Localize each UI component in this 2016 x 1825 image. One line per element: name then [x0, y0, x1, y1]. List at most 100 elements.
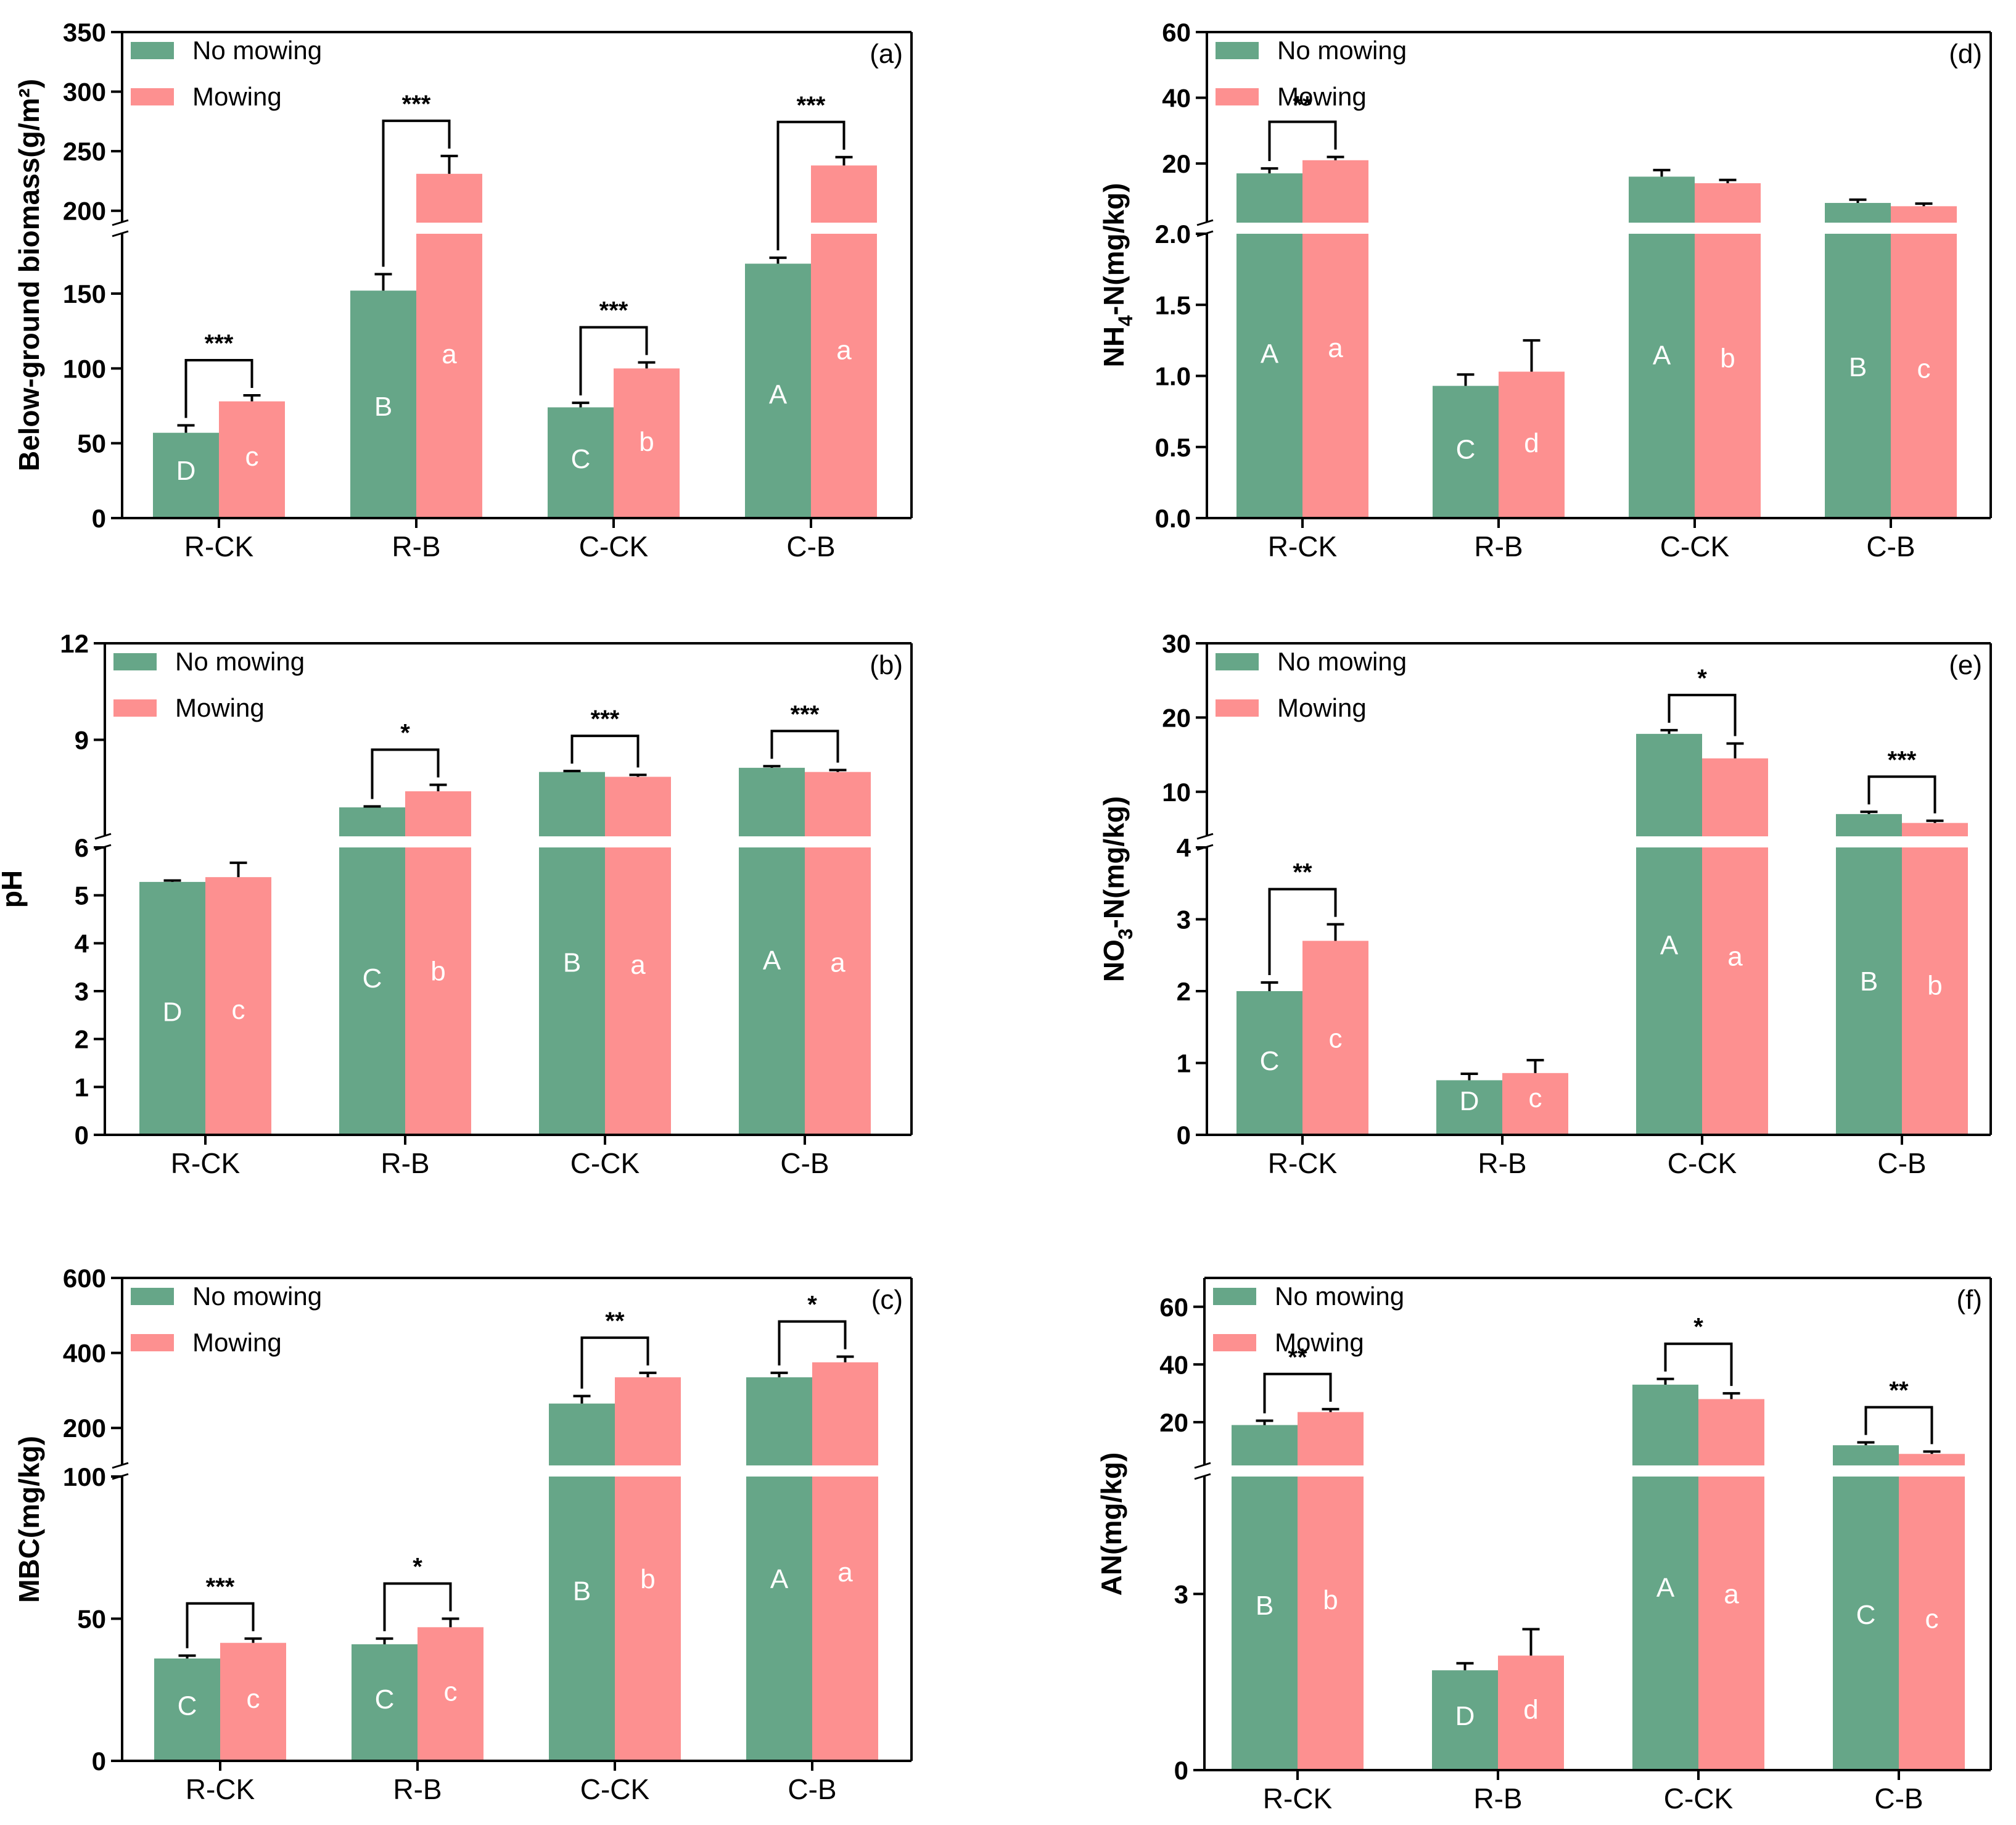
- axis-break-mark: [112, 219, 129, 226]
- significance-letter: D: [163, 997, 183, 1027]
- significance-bracket: [1668, 693, 1737, 736]
- significance-bracket: [383, 1582, 452, 1631]
- bar-mowing-R-B: [1498, 1655, 1564, 1770]
- bar-mowing-C-CK: [1702, 758, 1768, 1135]
- y-tick-label: 3: [75, 977, 89, 1006]
- significance-stars: ***: [402, 91, 431, 118]
- y-axis-title: NH4-N(mg/kg): [1098, 183, 1137, 368]
- y-tick-label: 0: [1174, 1756, 1188, 1785]
- significance-letter: C: [375, 1684, 395, 1715]
- bar-no-mowing-C-CK: [548, 407, 614, 518]
- x-tick-label: C-B: [786, 530, 835, 562]
- y-tick-label: 150: [63, 279, 106, 308]
- significance-bracket: [1263, 1372, 1332, 1414]
- y-tick-label: 10: [1162, 778, 1191, 807]
- legend-label-mowing: Mowing: [192, 82, 282, 111]
- bar-no-mowing-R-B: [352, 1644, 418, 1761]
- significance-bracket: [186, 1602, 255, 1649]
- y-tick-label: 0.0: [1155, 504, 1191, 533]
- legend-label-no-mowing: No mowing: [1275, 1282, 1404, 1311]
- x-tick-label: C-B: [1874, 1782, 1923, 1815]
- x-tick-label: R-CK: [186, 1773, 255, 1805]
- y-axis-title: MBC(mg/kg): [13, 1436, 45, 1603]
- y-tick-label: 1.0: [1155, 362, 1191, 391]
- legend-label-mowing: Mowing: [1277, 82, 1367, 111]
- axis-break-band: [106, 836, 910, 847]
- y-tick-label: 40: [1159, 1350, 1188, 1379]
- legend-label-no-mowing: No mowing: [192, 1282, 322, 1311]
- significance-bracket: [770, 730, 839, 763]
- bar-no-mowing-R-B: [1432, 1670, 1498, 1770]
- axis-break-band: [1208, 223, 1989, 234]
- panel-a: D B C Ac a b a 0 50 100 150 200 250 300 350 R-CK R-B C-CK…: [13, 18, 913, 562]
- y-tick-label: 0: [75, 1121, 89, 1150]
- y-tick-label: 9: [75, 726, 89, 755]
- significance-letter: D: [1455, 1701, 1475, 1731]
- significance-letter: a: [837, 1557, 853, 1588]
- y-tick-label: 250: [63, 137, 106, 166]
- significance-stars: ***: [797, 92, 826, 119]
- significance-letter: D: [1460, 1086, 1479, 1116]
- legend-swatch-mowing: [1216, 699, 1259, 717]
- bar-mowing-C-B: [1902, 823, 1968, 1135]
- legend-label-mowing: Mowing: [1277, 693, 1367, 722]
- y-axis-title-rest: -N(mg/kg): [1098, 796, 1130, 929]
- bar-mowing-C-B: [1899, 1454, 1965, 1770]
- significance-letter: A: [1660, 930, 1679, 960]
- axis-break-mark: [1196, 219, 1214, 226]
- bar-no-mowing-C-B: [739, 767, 805, 1135]
- y-tick-label: 200: [63, 1414, 106, 1443]
- significance-stars: ***: [591, 706, 620, 733]
- bar-mowing-C-B: [805, 772, 871, 1135]
- significance-letter: C: [363, 963, 382, 994]
- legend-swatch-no-mowing: [113, 653, 157, 670]
- significance-letter: c: [1917, 353, 1931, 384]
- y-tick-label: 40: [1162, 84, 1191, 113]
- bar-no-mowing-R-CK: [153, 432, 219, 518]
- significance-letter: b: [430, 956, 445, 986]
- significance-letter: b: [1720, 344, 1735, 374]
- legend-label-no-mowing: No mowing: [192, 36, 322, 65]
- y-tick-label: 3: [1177, 905, 1191, 934]
- significance-letter: d: [1523, 1694, 1538, 1724]
- y-tick-label: 0: [1177, 1121, 1191, 1150]
- legend-label-mowing: Mowing: [192, 1328, 282, 1357]
- bar-no-mowing-C-CK: [1632, 1385, 1698, 1770]
- bar-mowing-C-B: [812, 1362, 878, 1761]
- significance-letter: a: [830, 947, 845, 978]
- bar-no-mowing-C-CK: [1636, 733, 1702, 1135]
- bar-no-mowing-C-B: [1836, 814, 1902, 1135]
- significance-letter: c: [245, 442, 259, 472]
- significance-stars: ***: [599, 297, 628, 324]
- axis-break-mark: [1196, 833, 1214, 840]
- bar-mowing-C-B: [1891, 206, 1957, 518]
- significance-letter: A: [763, 945, 781, 976]
- bar-no-mowing-C-B: [1825, 203, 1891, 518]
- significance-letter: B: [573, 1576, 591, 1606]
- y-tick-label: 12: [60, 629, 89, 658]
- bar-mowing-C-CK: [614, 368, 680, 518]
- y-tick-label: 3: [1174, 1580, 1188, 1609]
- bar-mowing-R-B: [418, 1627, 483, 1761]
- legend-swatch-no-mowing: [1213, 1288, 1256, 1305]
- panel-label: (b): [870, 650, 903, 680]
- axis-break-band: [1208, 836, 1989, 847]
- x-tick-label: R-CK: [1268, 530, 1338, 562]
- legend-label-no-mowing: No mowing: [1277, 647, 1407, 676]
- significance-bracket: [1268, 888, 1337, 976]
- significance-letter: c: [1925, 1604, 1939, 1634]
- x-tick-label: C-CK: [580, 1773, 650, 1805]
- significance-bracket: [382, 119, 451, 267]
- bar-no-mowing-C-B: [1833, 1445, 1899, 1770]
- bar-no-mowing-R-CK: [154, 1658, 220, 1761]
- significance-stars: ***: [205, 330, 234, 357]
- y-tick-label: 100: [63, 1462, 106, 1491]
- significance-letter: a: [1727, 941, 1743, 971]
- y-tick-label: 60: [1162, 18, 1191, 47]
- significance-letter: C: [571, 444, 591, 474]
- y-tick-label: 300: [63, 78, 106, 107]
- significance-bracket: [184, 359, 253, 418]
- x-tick-label: C-B: [1877, 1147, 1926, 1179]
- legend-swatch-mowing: [113, 699, 157, 717]
- significance-stars: **: [1889, 1377, 1909, 1404]
